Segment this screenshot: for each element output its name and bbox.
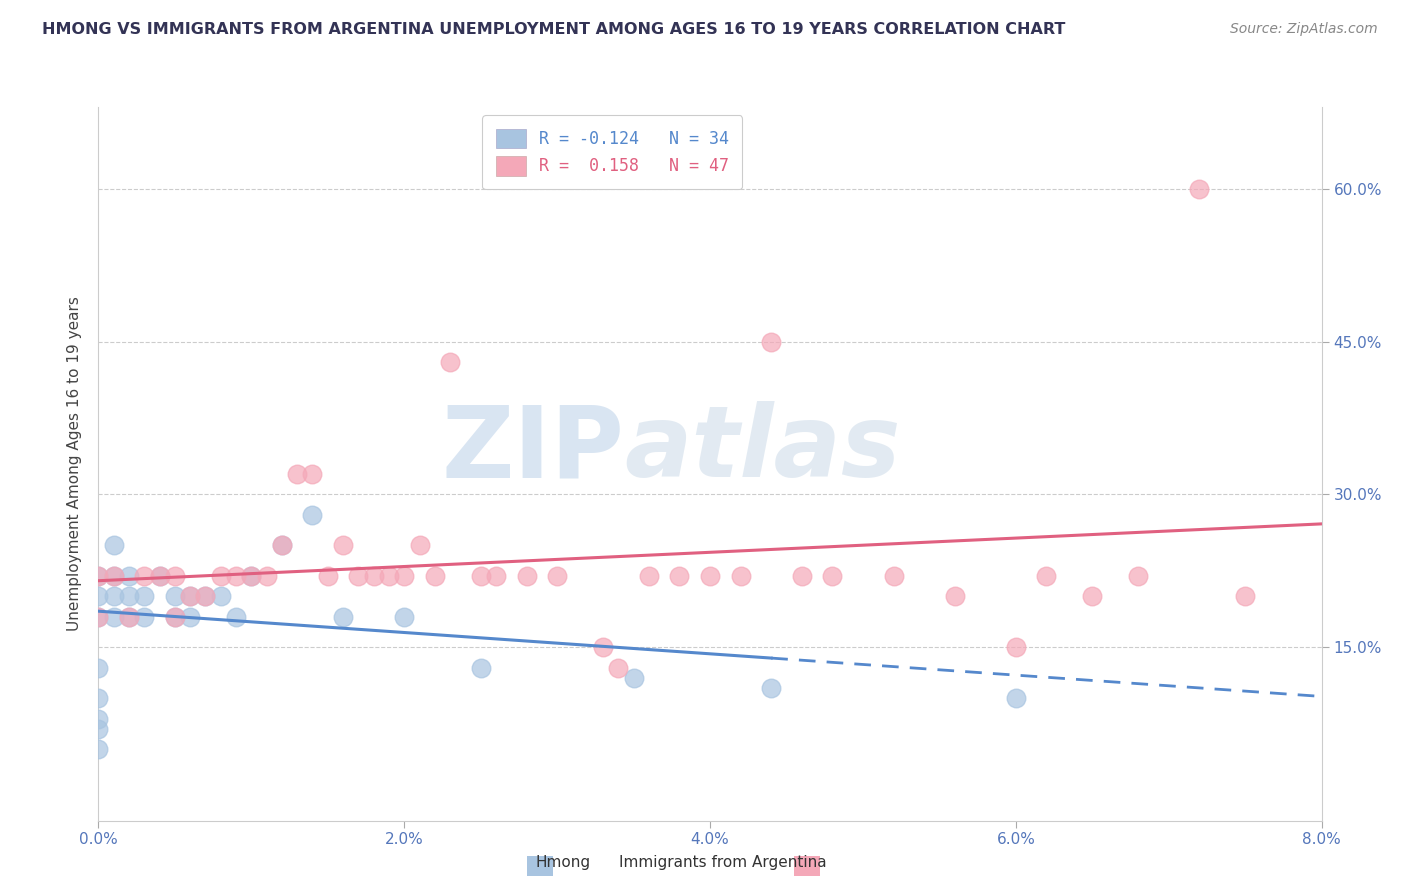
Legend: R = -0.124   N = 34, R =  0.158   N = 47: R = -0.124 N = 34, R = 0.158 N = 47 bbox=[482, 115, 742, 189]
Point bbox=[516, 569, 538, 583]
Point bbox=[256, 569, 278, 583]
Point bbox=[623, 671, 645, 685]
Text: Immigrants from Argentina: Immigrants from Argentina bbox=[619, 855, 827, 870]
Point bbox=[240, 569, 263, 583]
Point bbox=[439, 355, 461, 369]
Point bbox=[637, 569, 661, 583]
Text: Hmong: Hmong bbox=[536, 855, 591, 870]
Point bbox=[392, 569, 416, 583]
Point bbox=[240, 569, 263, 583]
Bar bbox=[527, 856, 553, 876]
Bar bbox=[794, 856, 820, 876]
Point bbox=[1004, 691, 1026, 706]
Point bbox=[118, 590, 141, 604]
Point bbox=[179, 590, 201, 604]
Point bbox=[87, 569, 110, 583]
Point bbox=[423, 569, 446, 583]
Point bbox=[103, 569, 125, 583]
Point bbox=[270, 538, 294, 552]
Point bbox=[285, 467, 308, 481]
Point bbox=[225, 569, 247, 583]
Point bbox=[392, 609, 416, 624]
Point bbox=[363, 569, 385, 583]
Text: Source: ZipAtlas.com: Source: ZipAtlas.com bbox=[1230, 22, 1378, 37]
Point bbox=[1004, 640, 1026, 655]
Point bbox=[163, 609, 186, 624]
Point bbox=[87, 590, 110, 604]
Point bbox=[270, 538, 294, 552]
Point bbox=[87, 722, 110, 736]
Point bbox=[730, 569, 752, 583]
Point bbox=[149, 569, 172, 583]
Point bbox=[87, 691, 110, 706]
Point bbox=[118, 569, 141, 583]
Point bbox=[87, 742, 110, 756]
Point bbox=[103, 590, 125, 604]
Text: ZIP: ZIP bbox=[441, 401, 624, 498]
Point bbox=[179, 609, 201, 624]
Point bbox=[301, 467, 323, 481]
Point bbox=[759, 334, 782, 349]
Point bbox=[408, 538, 430, 552]
Point bbox=[470, 661, 492, 675]
Point bbox=[87, 609, 110, 624]
Point bbox=[134, 609, 156, 624]
Point bbox=[209, 569, 232, 583]
Point bbox=[87, 712, 110, 726]
Point bbox=[103, 538, 125, 552]
Point bbox=[163, 609, 186, 624]
Y-axis label: Unemployment Among Ages 16 to 19 years: Unemployment Among Ages 16 to 19 years bbox=[67, 296, 83, 632]
Point bbox=[1128, 569, 1150, 583]
Point bbox=[118, 609, 141, 624]
Point bbox=[883, 569, 905, 583]
Point bbox=[759, 681, 782, 695]
Point bbox=[332, 538, 354, 552]
Point bbox=[347, 569, 370, 583]
Text: atlas: atlas bbox=[624, 401, 901, 498]
Point bbox=[607, 661, 630, 675]
Point bbox=[134, 569, 156, 583]
Point bbox=[87, 609, 110, 624]
Point bbox=[790, 569, 813, 583]
Point bbox=[668, 569, 690, 583]
Point bbox=[301, 508, 323, 522]
Point bbox=[378, 569, 401, 583]
Point bbox=[470, 569, 492, 583]
Point bbox=[179, 590, 201, 604]
Point bbox=[316, 569, 339, 583]
Point bbox=[699, 569, 721, 583]
Point bbox=[943, 590, 966, 604]
Point bbox=[87, 569, 110, 583]
Point bbox=[194, 590, 217, 604]
Point bbox=[103, 609, 125, 624]
Point bbox=[87, 661, 110, 675]
Point bbox=[163, 590, 186, 604]
Point bbox=[103, 569, 125, 583]
Point bbox=[194, 590, 217, 604]
Point bbox=[149, 569, 172, 583]
Point bbox=[1081, 590, 1104, 604]
Point bbox=[1234, 590, 1257, 604]
Point bbox=[1035, 569, 1057, 583]
Point bbox=[592, 640, 614, 655]
Point bbox=[546, 569, 568, 583]
Point bbox=[1188, 181, 1211, 195]
Point bbox=[332, 609, 354, 624]
Text: HMONG VS IMMIGRANTS FROM ARGENTINA UNEMPLOYMENT AMONG AGES 16 TO 19 YEARS CORREL: HMONG VS IMMIGRANTS FROM ARGENTINA UNEMP… bbox=[42, 22, 1066, 37]
Point bbox=[485, 569, 508, 583]
Point bbox=[209, 590, 232, 604]
Point bbox=[821, 569, 844, 583]
Point bbox=[163, 569, 186, 583]
Point bbox=[225, 609, 247, 624]
Point bbox=[134, 590, 156, 604]
Point bbox=[118, 609, 141, 624]
